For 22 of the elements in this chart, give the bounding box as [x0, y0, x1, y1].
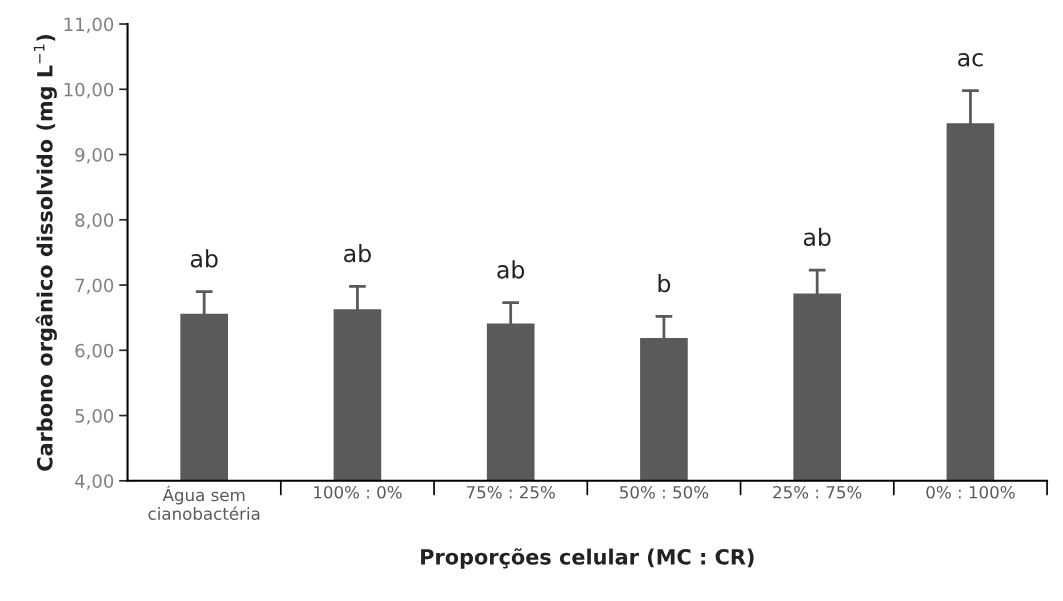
x-tick-label: Água sem cianobactéria: [148, 485, 260, 520]
x-tick-label: 25% : 75%: [773, 485, 862, 499]
y-tick-label: 11,00: [64, 17, 114, 33]
annotation: ab: [497, 260, 525, 279]
y-tick-label: 9,00: [75, 148, 114, 164]
y-tick-label: 4,00: [75, 474, 114, 490]
annotation: ab: [803, 227, 831, 247]
y-tick-label: 7,00: [75, 278, 114, 294]
annotation: ac: [958, 53, 983, 67]
y-tick-label: 6,00: [75, 343, 114, 360]
x-tick-label: 0% : 100%: [926, 485, 1015, 499]
x-axis-title: Proporções celular (MC : CR): [421, 548, 754, 569]
y-axis-title: Carbono orgânico dissolvido (mg L$^{−1}$): [33, 34, 57, 471]
x-tick-label: 75% : 25%: [466, 485, 555, 499]
annotation: ab: [190, 249, 218, 268]
annotation: ab: [344, 244, 371, 263]
y-tick-label: 10,00: [64, 82, 114, 99]
x-tick-label: 100% : 0%: [314, 485, 402, 499]
annotation: b: [658, 274, 671, 293]
y-tick-label: 8,00: [75, 213, 114, 229]
y-tick-label: 5,00: [75, 409, 114, 425]
x-tick-label: 50% : 50%: [620, 485, 709, 499]
